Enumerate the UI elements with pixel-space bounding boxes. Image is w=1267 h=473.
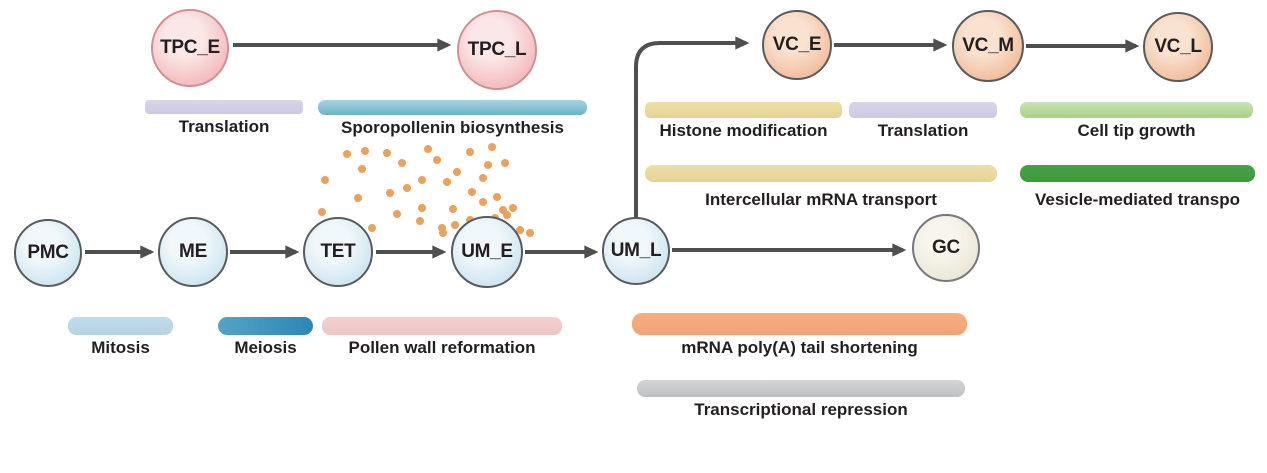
particle-dot	[453, 168, 461, 176]
particle-dot	[321, 176, 329, 184]
bar-sporopollenin	[318, 100, 587, 115]
particle-dot	[393, 210, 401, 218]
bar-label-vesicle-transport: Vesicle-mediated transpo	[1034, 190, 1241, 209]
node-label: TET	[320, 241, 356, 262]
bar-vesicle-transport	[1020, 165, 1255, 182]
particle-dot	[479, 198, 487, 206]
particle-dot	[526, 229, 534, 237]
bar-mrna-polya-shortening	[632, 313, 967, 335]
bar-transcriptional-repression	[637, 380, 965, 397]
bar-label-intercellular-transport: Intercellular mRNA transport	[705, 190, 937, 209]
particle-dot	[488, 143, 496, 151]
arrow-UM_L-to-VC_E	[634, 36, 750, 219]
particle-dot	[358, 165, 366, 173]
bar-translation-late	[849, 102, 997, 118]
particle-dot	[509, 204, 517, 212]
particle-dot	[484, 161, 492, 169]
node-GC: GC	[912, 214, 980, 282]
particle-dot	[433, 156, 441, 164]
bar-intercellular-transport	[645, 165, 997, 182]
bar-label-histone-modification: Histone modification	[659, 121, 828, 140]
bar-label-translation-early: Translation	[178, 117, 270, 136]
node-UM_L: UM_L	[602, 217, 670, 285]
node-UM_E: UM_E	[451, 216, 523, 288]
node-TET: TET	[303, 217, 373, 287]
particle-dot	[493, 193, 501, 201]
particle-dot	[383, 149, 391, 157]
node-label: TPC_L	[467, 39, 527, 60]
particle-dot	[449, 205, 457, 213]
bar-translation-early	[145, 100, 303, 114]
node-label: UM_E	[461, 241, 513, 262]
node-label: GC	[932, 237, 960, 258]
particle-dot	[418, 176, 426, 184]
particle-dot	[466, 148, 474, 156]
bar-label-mitosis: Mitosis	[91, 338, 150, 357]
particle-dot	[418, 204, 426, 212]
node-TPC_E: TPC_E	[151, 9, 229, 87]
sporopollenin-particles	[318, 143, 534, 237]
node-PMC: PMC	[14, 219, 82, 287]
particle-dot	[343, 150, 351, 158]
particle-dot	[361, 147, 369, 155]
node-label: UM_L	[610, 240, 662, 261]
particle-dot	[416, 217, 424, 225]
bar-label-mrna-polya-shortening: mRNA poly(A) tail shortening	[681, 338, 918, 357]
particle-dot	[439, 229, 447, 237]
node-VC_E: VC_E	[762, 10, 832, 80]
particle-dot	[516, 226, 524, 234]
node-label: TPC_E	[160, 37, 220, 58]
bar-pollen-wall-reformation	[322, 317, 562, 335]
node-VC_L: VC_L	[1143, 12, 1213, 82]
node-label: VC_E	[772, 34, 822, 55]
node-label: VC_L	[1154, 36, 1202, 57]
node-label: ME	[179, 241, 207, 262]
bar-label-translation-late: Translation	[877, 121, 969, 140]
bar-mitosis	[68, 317, 173, 335]
bar-label-cell-tip-growth: Cell tip growth	[1077, 121, 1196, 140]
particle-dot	[403, 184, 411, 192]
bar-histone-modification	[645, 102, 842, 118]
particle-dot	[501, 159, 509, 167]
bar-label-meiosis: Meiosis	[234, 338, 297, 357]
bar-cell-tip-growth	[1020, 102, 1253, 118]
node-ME: ME	[158, 217, 228, 287]
particle-dot	[468, 188, 476, 196]
particle-dot	[354, 194, 362, 202]
bar-meiosis	[218, 317, 313, 335]
node-label: PMC	[27, 242, 69, 263]
bar-label-sporopollenin: Sporopollenin biosynthesis	[341, 118, 564, 137]
particle-dot	[451, 221, 459, 229]
bar-label-transcriptional-repression: Transcriptional repression	[694, 400, 908, 419]
particle-dot	[398, 159, 406, 167]
node-TPC_L: TPC_L	[457, 10, 537, 90]
particle-dot	[386, 189, 394, 197]
node-VC_M: VC_M	[952, 10, 1024, 82]
bar-label-pollen-wall-reformation: Pollen wall reformation	[348, 338, 536, 357]
particle-dot	[503, 211, 511, 219]
particle-dot	[318, 208, 326, 216]
particle-dot	[443, 178, 451, 186]
arrow-group	[85, 36, 1140, 259]
particle-dot	[479, 174, 487, 182]
node-label: VC_M	[962, 35, 1014, 56]
particle-dot	[424, 145, 432, 153]
particle-dot	[368, 224, 376, 232]
